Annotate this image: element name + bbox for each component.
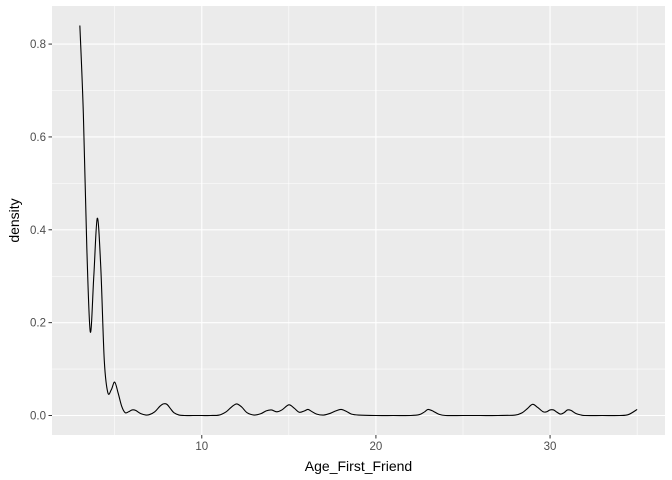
density-line (79, 25, 638, 417)
y-tick-label: 0.4 (30, 225, 47, 237)
plot-panel (52, 6, 665, 435)
y-tick-label: 0.0 (30, 411, 46, 423)
y-tick-label: 0.2 (30, 318, 46, 330)
y-tick-label: 0.8 (30, 39, 46, 51)
y-tick-label: 0.6 (30, 132, 46, 144)
major-gridlines (52, 6, 665, 435)
y-axis: 0.0 0.2 0.4 0.6 0.8 (30, 39, 52, 423)
x-axis-title: Age_First_Friend (305, 458, 412, 474)
minor-gridlines (52, 6, 665, 435)
x-axis: 10 20 30 (195, 435, 556, 453)
x-tick-label: 30 (544, 441, 557, 453)
x-tick-label: 10 (195, 441, 208, 453)
x-tick-label: 20 (370, 441, 383, 453)
y-axis-title: density (6, 198, 22, 242)
